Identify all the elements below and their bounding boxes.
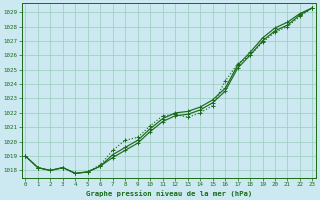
X-axis label: Graphe pression niveau de la mer (hPa): Graphe pression niveau de la mer (hPa) [86,190,252,197]
